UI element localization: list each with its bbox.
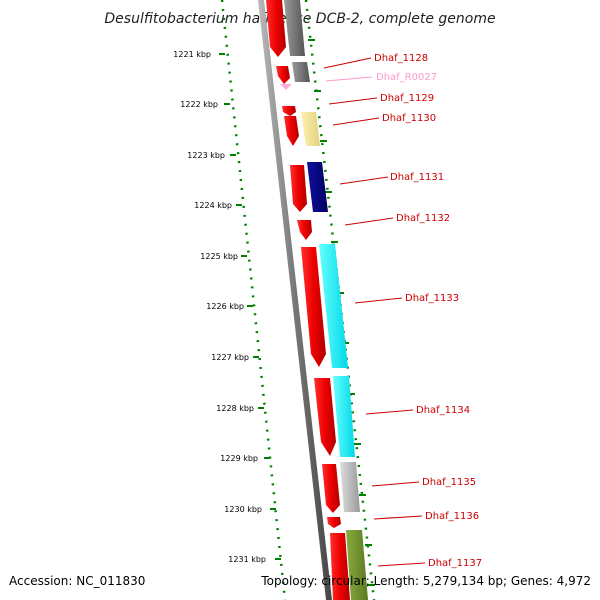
leader-line bbox=[332, 117, 380, 126]
cds-arrow bbox=[266, 0, 286, 57]
category-track bbox=[284, 0, 368, 600]
cds-arrow bbox=[290, 165, 307, 212]
gene-label: Dhaf_1136 bbox=[425, 511, 479, 522]
scale-tick: 1221 kbp bbox=[173, 50, 225, 59]
leader-line bbox=[328, 97, 378, 105]
cds-arrow bbox=[276, 66, 290, 84]
gene-label: Dhaf_1132 bbox=[396, 213, 450, 224]
gene-label: Dhaf_1137 bbox=[428, 558, 482, 569]
scale-tick-label: 1223 kbp bbox=[187, 151, 225, 160]
gene-label: Dhaf_R0027 bbox=[376, 72, 437, 83]
scale-tick: 1230 kbp bbox=[224, 505, 276, 514]
genome-backbone bbox=[258, 0, 332, 600]
gene-leaders bbox=[323, 57, 426, 567]
scale-tick-label: 1227 kbp bbox=[211, 353, 249, 362]
cds-arrow bbox=[284, 116, 299, 146]
leader-line bbox=[373, 515, 423, 520]
category-block bbox=[333, 376, 355, 457]
scale-tick: 1226 kbp bbox=[206, 302, 253, 311]
leader-line bbox=[371, 481, 420, 487]
cds-arrow bbox=[282, 106, 296, 116]
category-block bbox=[301, 112, 320, 146]
category-block bbox=[292, 62, 310, 82]
scale-track-outer bbox=[220, 0, 287, 600]
scale-tick: 1228 kbp bbox=[216, 404, 264, 413]
gene-labels: Dhaf_1128 Dhaf_R0027 Dhaf_1129 Dhaf_1130… bbox=[374, 53, 482, 569]
category-block bbox=[319, 244, 348, 368]
leader-line bbox=[377, 562, 426, 567]
leader-line bbox=[325, 76, 373, 82]
scale-tick: 1227 kbp bbox=[211, 353, 259, 362]
cds-arrow bbox=[301, 247, 326, 367]
cds-arrow bbox=[314, 378, 336, 456]
cds-arrow bbox=[322, 464, 340, 513]
scale-tick: 1229 kbp bbox=[220, 454, 270, 463]
gene-label: Dhaf_1133 bbox=[405, 293, 459, 304]
scale-tick-label: 1230 kbp bbox=[224, 505, 262, 514]
leader-line bbox=[344, 217, 394, 226]
scale-tick-label: 1228 kbp bbox=[216, 404, 254, 413]
cds-arrow bbox=[327, 517, 341, 528]
scale-tick-label: 1229 kbp bbox=[220, 454, 258, 463]
category-block bbox=[340, 462, 360, 512]
scale-ticks: 1221 kbp 1222 kbp 1223 kbp 1224 kbp 1225… bbox=[173, 50, 281, 564]
scale-tick: 1224 kbp bbox=[194, 201, 242, 210]
scale-tick: 1225 kbp bbox=[200, 252, 247, 261]
category-block bbox=[307, 162, 328, 212]
gene-label: Dhaf_1135 bbox=[422, 477, 476, 488]
accession-text: Accession: NC_011830 bbox=[9, 574, 146, 588]
rna-arrow bbox=[280, 84, 292, 90]
scale-track-inner bbox=[304, 0, 376, 600]
topology-text: Topology: circular; Length: 5,279,134 bp… bbox=[261, 574, 591, 588]
category-block bbox=[346, 530, 368, 600]
scale-tick-label: 1221 kbp bbox=[173, 50, 211, 59]
scale-tick: 1223 kbp bbox=[187, 151, 236, 160]
gene-label: Dhaf_1128 bbox=[374, 53, 428, 64]
leader-line bbox=[354, 297, 403, 304]
scale-tick-label: 1225 kbp bbox=[200, 252, 238, 261]
cds-features bbox=[266, 0, 350, 600]
gene-label: Dhaf_1131 bbox=[390, 172, 444, 183]
category-block bbox=[284, 0, 305, 56]
cds-arrow bbox=[330, 533, 350, 600]
gene-label: Dhaf_1129 bbox=[380, 93, 434, 104]
scale-tick-label: 1222 kbp bbox=[180, 100, 218, 109]
cds-arrow bbox=[297, 220, 312, 240]
scale-tick: 1222 kbp bbox=[180, 100, 230, 109]
scale-tick-label: 1226 kbp bbox=[206, 302, 244, 311]
leader-line bbox=[339, 176, 389, 185]
gene-label: Dhaf_1134 bbox=[416, 405, 470, 416]
leader-line bbox=[365, 409, 414, 415]
scale-tick: 1231 kbp bbox=[228, 555, 281, 564]
inner-ticks bbox=[308, 39, 375, 586]
leader-line bbox=[323, 57, 372, 69]
scale-tick-label: 1224 kbp bbox=[194, 201, 232, 210]
gene-label: Dhaf_1130 bbox=[382, 113, 436, 124]
scale-tick-label: 1231 kbp bbox=[228, 555, 266, 564]
